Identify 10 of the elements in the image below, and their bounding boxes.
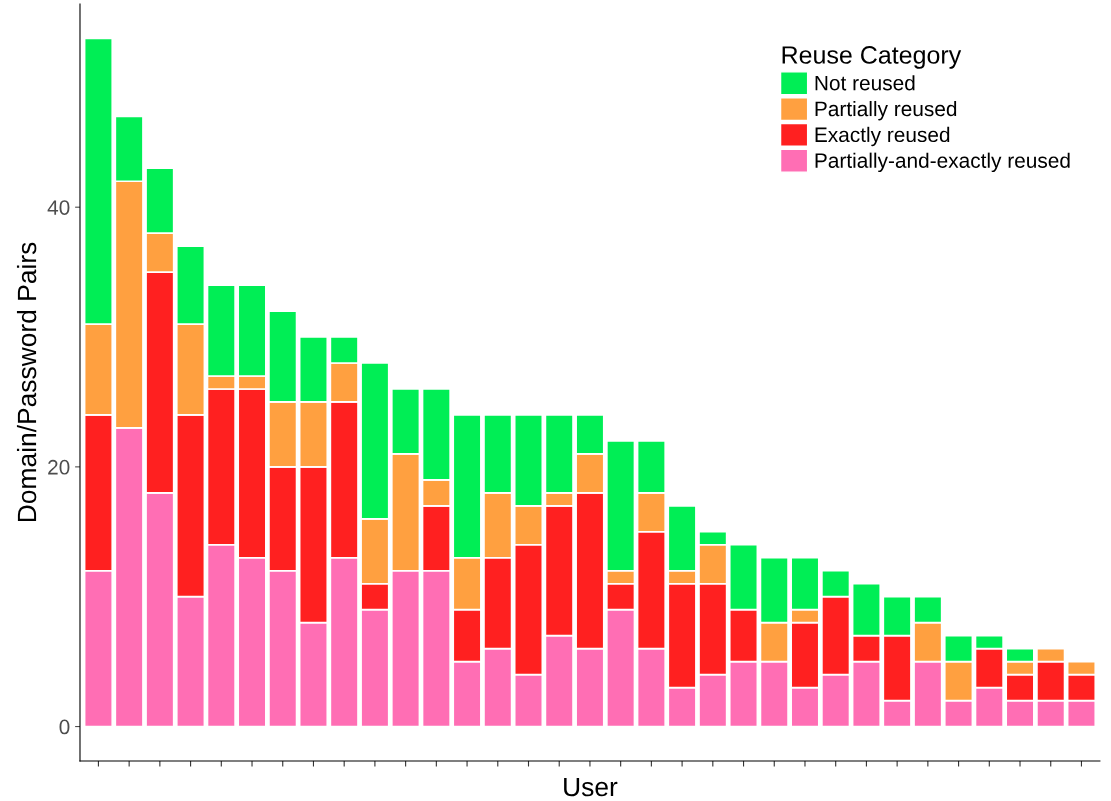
legend-label: Partially reused	[815, 100, 957, 121]
x-axis-title: User	[564, 777, 618, 797]
legend-title: Reuse Category	[782, 46, 962, 69]
legend-label: Exactly reused	[815, 126, 950, 147]
y-tick-label: 0	[59, 719, 70, 735]
y-tick-label: 40	[47, 200, 70, 215]
y-axis-title: Domain/Password Pairs	[16, 242, 37, 522]
legend-label: Partially-and-exactly reused	[815, 152, 1070, 173]
y-tick-label: 20	[48, 459, 70, 475]
legend-label: Not reused	[815, 75, 915, 91]
